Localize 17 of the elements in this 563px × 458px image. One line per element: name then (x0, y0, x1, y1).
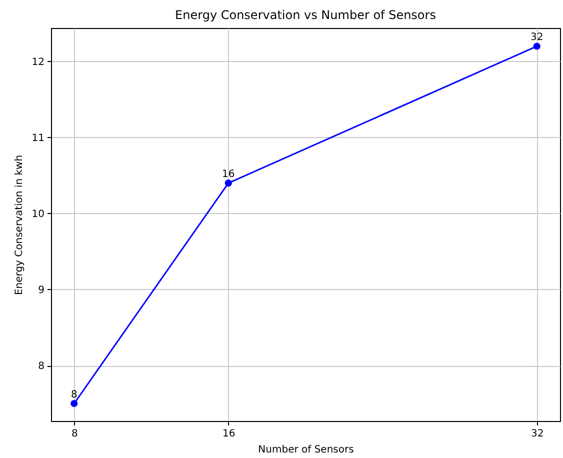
y-tick-label: 10 (32, 208, 44, 220)
y-tick-label: 9 (38, 284, 44, 296)
x-tick-label: 32 (530, 428, 544, 440)
point (533, 42, 540, 50)
point (224, 180, 232, 187)
y-tick-label: 8 (38, 361, 44, 372)
point (70, 400, 78, 408)
annotation: 32 (530, 32, 544, 44)
y-tick-label: 12 (32, 56, 44, 68)
x-tick-label: 8 (71, 428, 78, 440)
annotation: 16 (222, 169, 235, 180)
annotation: 8 (70, 390, 78, 401)
x-axis-title: Number of Sensors (258, 444, 354, 456)
chart-title: Energy Conservation vs Number of Sensors (175, 8, 436, 22)
y-tick-label: 11 (32, 132, 44, 144)
y-axis-title: Energy Conservation in kwh (14, 154, 25, 296)
x-tick-label: 16 (222, 428, 236, 440)
